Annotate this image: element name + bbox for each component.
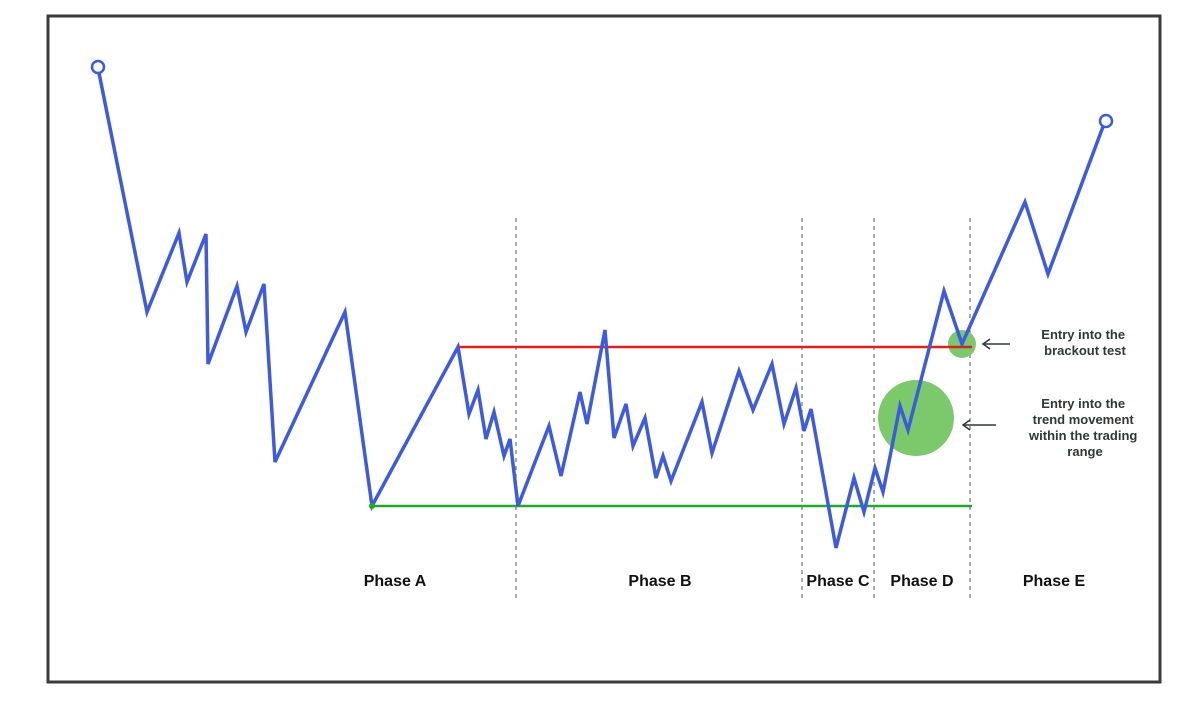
- trend-line-4: range: [1067, 444, 1102, 459]
- phase-d-label: Phase D: [890, 573, 953, 590]
- trend-entry-highlight: [878, 380, 954, 456]
- trend-line-2: trend movement: [1033, 412, 1135, 427]
- price-line: [96, 66, 1106, 549]
- trend-movement-annotation: Entry into the trend movement within the…: [1028, 396, 1141, 459]
- trend-line-3: within the trading: [1028, 428, 1137, 443]
- breakout-line-2: brackout test: [1044, 343, 1126, 358]
- breakout-test-annotation: Entry into the brackout test: [1041, 327, 1128, 358]
- trend-line-1: Entry into the: [1041, 396, 1125, 411]
- start-point-marker: [90, 59, 106, 75]
- end-point-marker: [1098, 113, 1114, 129]
- breakout-arrow: [981, 338, 1010, 350]
- phase-a-label: Phase A: [364, 573, 427, 590]
- breakout-line-1: Entry into the: [1041, 327, 1125, 342]
- trend-arrow: [961, 419, 996, 431]
- phase-e-label: Phase E: [1023, 573, 1086, 590]
- phase-b-label: Phase B: [628, 573, 691, 590]
- phase-dividers: [515, 218, 971, 602]
- support-start-dot: [369, 503, 375, 509]
- phase-c-label: Phase C: [806, 573, 870, 590]
